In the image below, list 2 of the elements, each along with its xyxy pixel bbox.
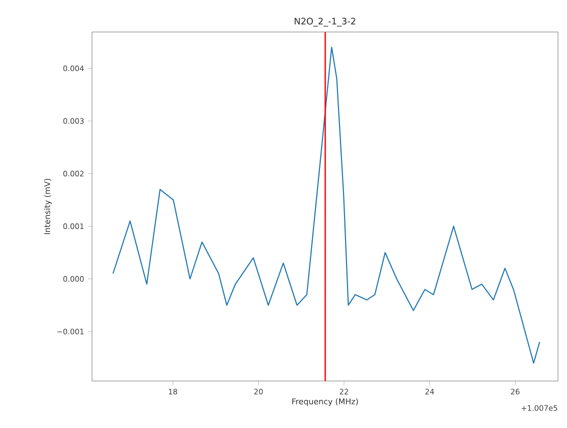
chart-title: N2O_2_-1_3-2 xyxy=(294,18,356,26)
line-series xyxy=(112,46,540,364)
